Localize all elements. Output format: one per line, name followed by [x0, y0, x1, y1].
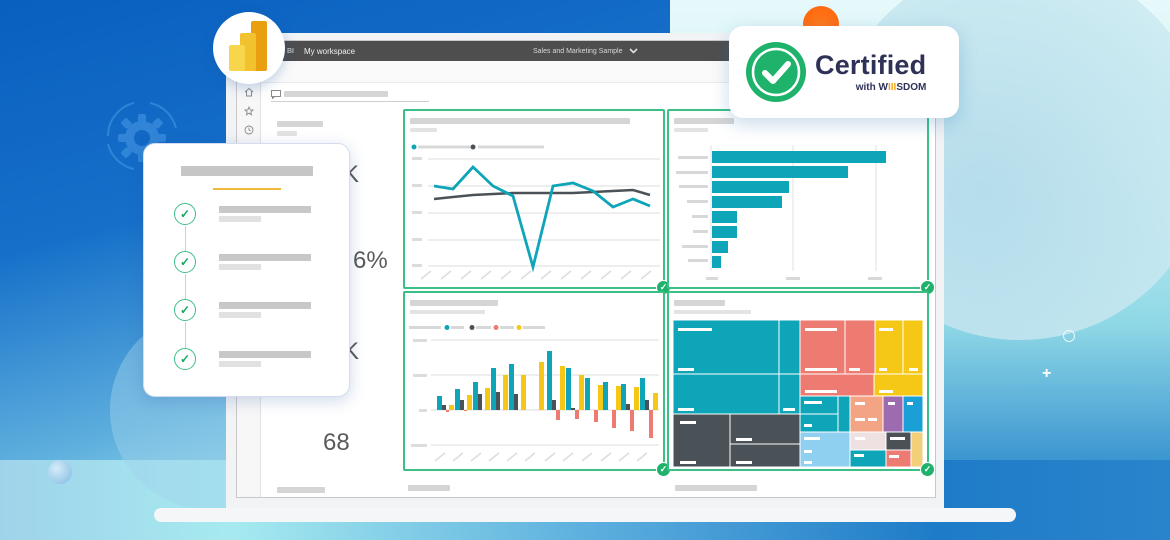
checklist-connector [185, 274, 186, 312]
decorative-plus-icon: + [1042, 365, 1052, 382]
power-bi-app: BI My workspace Sales and Marketing Samp… [236, 40, 936, 498]
checklist-item-title-placeholder [219, 254, 311, 261]
star-icon[interactable] [243, 106, 254, 116]
decorative-ring [1063, 330, 1075, 342]
title-underline [271, 101, 429, 102]
line-chart-tile[interactable]: ✓ [403, 109, 671, 295]
column-chart [409, 325, 659, 462]
check-circle-icon: ✓ [174, 348, 196, 370]
checklist-title-placeholder [181, 166, 313, 176]
check-circle-icon: ✓ [174, 251, 196, 273]
workspace-link[interactable]: My workspace [304, 46, 356, 56]
kpi-sublabel-placeholder [277, 131, 297, 136]
decorative-ball [48, 460, 72, 484]
chart-subtitle-placeholder [410, 310, 485, 314]
chart-title-placeholder [410, 118, 630, 124]
laptop-base [154, 508, 1016, 522]
certified-text: Certified with WIIISDOM [815, 49, 927, 93]
column-chart-tile[interactable]: ✓ [403, 291, 671, 477]
page-title-placeholder [284, 91, 388, 97]
chart-subtitle-placeholder [674, 310, 751, 314]
checklist-item-title-placeholder [219, 351, 311, 358]
footer-placeholder-2 [408, 485, 450, 491]
power-bi-logo [213, 12, 285, 84]
certified-title: Certified [815, 49, 927, 80]
home-icon[interactable] [244, 87, 254, 97]
report-canvas: K 6% K 68 [261, 83, 935, 497]
certification-checklist-card: ✓ ✓ ✓ ✓ [143, 143, 350, 397]
check-circle-icon: ✓ [174, 299, 196, 321]
footer-placeholder-1 [277, 487, 325, 493]
checklist-item-subtitle-placeholder [219, 361, 261, 367]
report-name: Sales and Marketing Sample [533, 47, 623, 55]
certified-check-icon: ✓ [920, 462, 935, 477]
checklist-item-subtitle-placeholder [219, 216, 261, 222]
treemap-tile[interactable]: ✓ [667, 291, 935, 477]
checklist-item: ✓ [174, 203, 334, 227]
certified-badge: Certified with WIIISDOM [729, 26, 959, 118]
chart-title-placeholder [410, 300, 498, 306]
chevron-down-icon [628, 48, 638, 54]
checklist-item: ✓ [174, 251, 334, 275]
chart-title-placeholder [674, 300, 725, 306]
chart-subtitle-placeholder [674, 128, 708, 132]
check-seal-icon [746, 42, 806, 102]
app-abbrev: BI [287, 47, 294, 55]
checklist-item-title-placeholder [219, 302, 311, 309]
report-selector[interactable]: Sales and Marketing Sample [533, 48, 638, 55]
checklist-connector [185, 322, 186, 360]
kpi-value-2: 6% [353, 247, 388, 274]
treemap-chart [673, 320, 923, 467]
footer-placeholder-3 [675, 485, 757, 491]
horizontal-bar-chart [676, 145, 886, 280]
checklist-item-subtitle-placeholder [219, 312, 261, 318]
checklist-connector [185, 226, 186, 264]
checklist-item-subtitle-placeholder [219, 264, 261, 270]
checklist-item: ✓ [174, 348, 334, 372]
kpi-label-placeholder [277, 121, 323, 127]
check-circle-icon: ✓ [174, 203, 196, 225]
checklist-title-underline [213, 188, 281, 190]
line-chart [411, 144, 660, 280]
kpi-value-4: 68 [323, 429, 350, 456]
checklist-item-title-placeholder [219, 206, 311, 213]
certified-subtitle: with WIIISDOM [855, 81, 927, 93]
chart-subtitle-placeholder [410, 128, 437, 132]
checklist-item: ✓ [174, 299, 334, 323]
clock-icon[interactable] [244, 125, 254, 135]
chart-title-placeholder [674, 118, 734, 124]
power-bi-icon [229, 21, 267, 71]
comment-icon[interactable] [271, 90, 281, 99]
bar-chart-tile[interactable]: ✓ [667, 109, 935, 295]
